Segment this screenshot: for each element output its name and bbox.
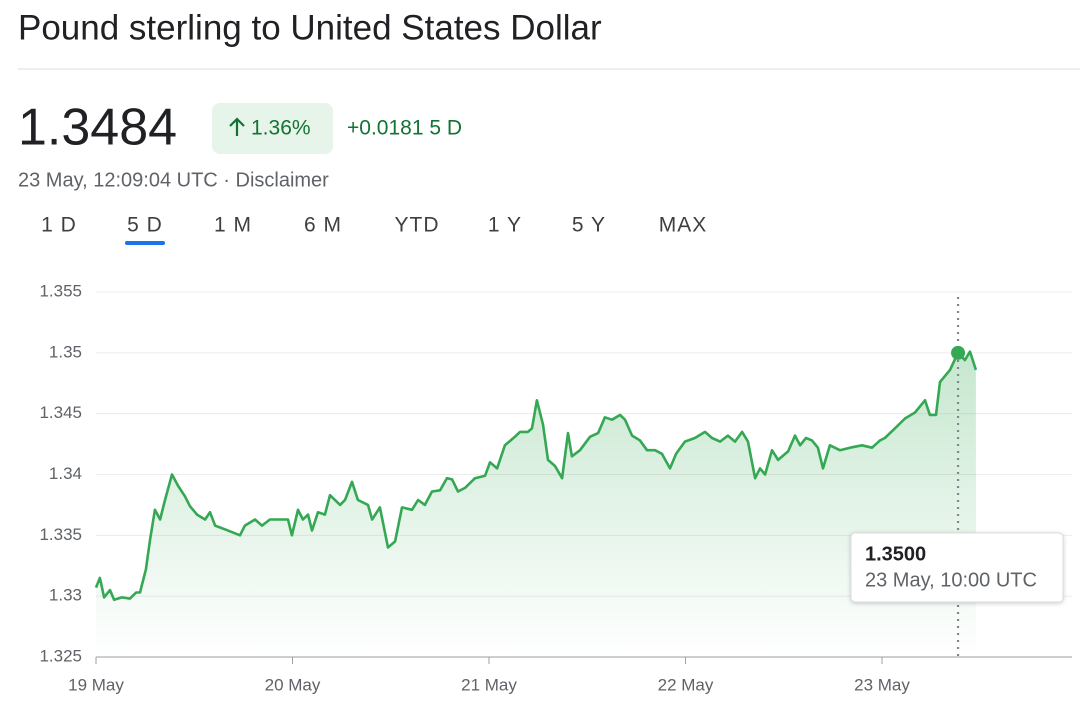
y-tick-label: 1.35: [49, 342, 82, 361]
tab[interactable]: 5 Y: [572, 214, 606, 237]
y-tick-label: 1.33: [49, 586, 82, 605]
change-percent: 1.36%: [251, 117, 311, 140]
x-tick-label: 22 May: [658, 675, 714, 694]
area: [96, 351, 976, 657]
y-tick-label: 1.355: [39, 281, 82, 300]
up-arrow: [229, 117, 245, 136]
tab[interactable]: YTD: [395, 214, 440, 237]
change: +0.0181 5 D: [347, 117, 462, 140]
tooltip-time: 23 May, 10:00 UTC: [865, 569, 1037, 591]
x-tick-label: 21 May: [461, 675, 517, 694]
price: 1.3484: [18, 99, 177, 157]
x-tick-label: 23 May: [854, 675, 910, 694]
tab[interactable]: MAX: [659, 214, 708, 237]
y-tick-label: 1.325: [39, 646, 82, 665]
x-tick-label: 20 May: [265, 675, 321, 694]
change-badge: [212, 103, 333, 154]
hover-point: [951, 345, 966, 360]
y-tick-label: 1.345: [39, 403, 82, 422]
timestamp: 23 May, 12:09:04 UTC · Disclaimer: [18, 169, 329, 191]
plot: 1.325 1.33 1.335 1.34 1.345 1.35 1.355 19 May 20…: [39, 281, 1072, 694]
line: [94, 350, 978, 602]
tabs: 1 D 5 D 1 M 6 M YTD 1 Y 5 Y MAX: [41, 214, 708, 245]
tooltip-box: [850, 532, 1064, 603]
tab[interactable]: 1 D: [41, 214, 77, 237]
tooltip-value: 1.3500: [865, 543, 926, 565]
title: Pound sterling to United States Dollar: [18, 8, 602, 47]
tab[interactable]: 6 M: [304, 214, 342, 237]
y-tick-label: 1.335: [39, 525, 82, 544]
tab-underline: [125, 241, 165, 245]
tab[interactable]: 5 D: [127, 214, 163, 237]
x-tick-label: 19 May: [68, 675, 124, 694]
tab[interactable]: 1 Y: [488, 214, 522, 237]
y-tick-label: 1.34: [49, 464, 82, 483]
tab[interactable]: 1 M: [214, 214, 252, 237]
